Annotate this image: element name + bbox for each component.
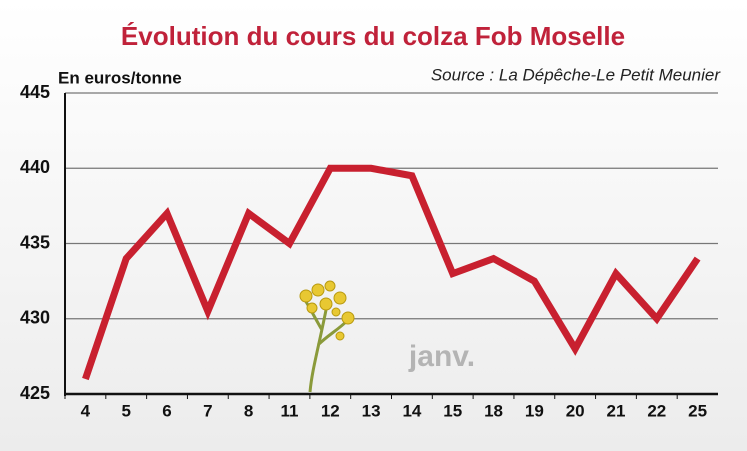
x-tick-label: 6 bbox=[162, 401, 171, 420]
x-tick-label: 11 bbox=[280, 401, 298, 420]
y-axis-label: En euros/tonne bbox=[58, 68, 182, 87]
source: Source : La Dépêche-Le Petit Meunier bbox=[431, 65, 722, 84]
annotation: janv. bbox=[408, 340, 475, 373]
y-tick-label: 435 bbox=[20, 232, 50, 252]
flower-blooms bbox=[299, 280, 355, 341]
x-tick-label: 15 bbox=[443, 401, 462, 420]
flower bbox=[299, 280, 355, 393]
x-tick-label: 13 bbox=[362, 401, 381, 420]
y-tick-label: 430 bbox=[20, 308, 50, 328]
grid bbox=[65, 92, 718, 320]
x-tick-label: 19 bbox=[525, 401, 544, 420]
x-tick-label: 14 bbox=[402, 401, 421, 420]
y-tick-label: 440 bbox=[20, 157, 50, 177]
x-tick-label: 18 bbox=[484, 401, 503, 420]
x-tick-label: 12 bbox=[321, 401, 340, 420]
x-tick-label: 8 bbox=[244, 401, 253, 420]
x-tick-label: 20 bbox=[566, 401, 585, 420]
data-line bbox=[82, 164, 701, 381]
x-tick-label: 7 bbox=[203, 401, 212, 420]
y-tick-label: 445 bbox=[20, 82, 50, 102]
x-tick-label: 5 bbox=[121, 401, 130, 420]
y-tick-label: 425 bbox=[20, 383, 50, 403]
x-tick-label: 4 bbox=[81, 401, 91, 420]
chart-title: Évolution du cours du colza Fob Moselle bbox=[121, 21, 625, 51]
x-tick-label: 21 bbox=[607, 401, 626, 420]
x-tick-label: 25 bbox=[688, 401, 707, 420]
x-tick-label: 22 bbox=[647, 401, 666, 420]
